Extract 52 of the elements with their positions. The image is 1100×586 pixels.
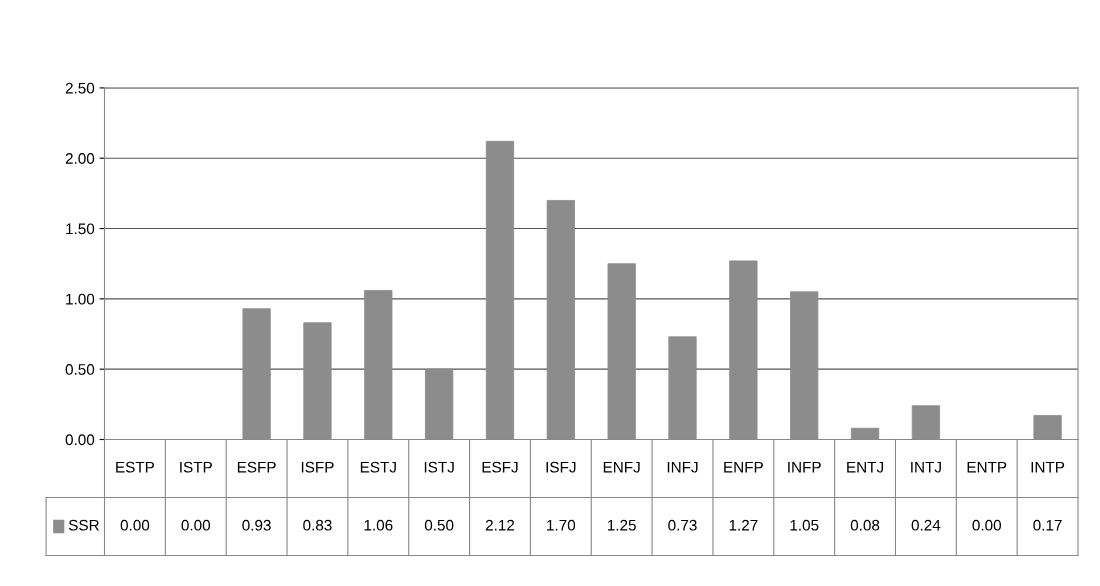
x-tick-label: ESTP bbox=[116, 461, 155, 473]
data-label: 0.00 bbox=[972, 519, 1002, 531]
x-tick-label: ISTP bbox=[180, 461, 212, 473]
y-tick-label: 0.00 bbox=[65, 434, 95, 446]
data-label: 0.50 bbox=[424, 519, 454, 531]
bar bbox=[729, 260, 758, 440]
data-label: 0.08 bbox=[850, 519, 880, 531]
y-tick-label: 2.50 bbox=[65, 82, 95, 94]
legend-label: SSR bbox=[68, 519, 99, 531]
bar bbox=[1033, 415, 1062, 440]
bar bbox=[364, 290, 393, 440]
y-tick-label: 1.00 bbox=[66, 293, 95, 305]
data-label: 1.25 bbox=[607, 519, 636, 531]
bar bbox=[242, 308, 271, 440]
y-tick-label: 0.50 bbox=[65, 364, 95, 375]
data-label: 0.00 bbox=[120, 519, 150, 531]
data-label: 1.27 bbox=[729, 519, 758, 531]
y-tick-label: 2.00 bbox=[65, 153, 95, 164]
data-label: 1.70 bbox=[547, 519, 576, 531]
x-tick-label: ISTJ bbox=[424, 461, 454, 473]
y-tick-label: 1.50 bbox=[66, 223, 95, 235]
data-label: 1.05 bbox=[790, 519, 819, 531]
x-tick-label: INTJ bbox=[911, 461, 941, 473]
bar bbox=[850, 427, 880, 440]
x-tick-label: ESTJ bbox=[360, 461, 396, 473]
data-label: 1.06 bbox=[364, 519, 393, 531]
bar bbox=[546, 199, 575, 440]
bar bbox=[485, 140, 515, 440]
x-tick-label: ISFJ bbox=[546, 461, 576, 473]
x-tick-label: INFP bbox=[788, 461, 821, 473]
x-tick-label: ENFP bbox=[724, 461, 763, 473]
data-label: 0.00 bbox=[181, 519, 211, 531]
bar bbox=[790, 291, 819, 440]
x-tick-label: ENTJ bbox=[847, 461, 884, 473]
data-label: 0.17 bbox=[1033, 519, 1062, 531]
x-tick-label: ESFP bbox=[237, 461, 276, 473]
bar bbox=[607, 263, 636, 440]
bar bbox=[668, 336, 697, 440]
data-label: 0.83 bbox=[303, 519, 332, 531]
x-tick-label: ENTP bbox=[967, 461, 1007, 473]
x-tick-label: ISFP bbox=[301, 461, 334, 473]
data-label: 0.73 bbox=[668, 519, 697, 531]
x-tick-label: ESFJ bbox=[482, 461, 518, 473]
bar bbox=[911, 405, 940, 440]
data-label: 2.12 bbox=[485, 519, 515, 531]
data-label: 0.93 bbox=[242, 519, 271, 531]
data-label: 0.24 bbox=[911, 519, 941, 531]
x-tick-label: INFJ bbox=[667, 461, 698, 473]
bar bbox=[303, 322, 332, 440]
x-tick-label: INTP bbox=[1031, 461, 1065, 473]
bar bbox=[425, 368, 454, 440]
x-tick-label: ENFJ bbox=[603, 461, 640, 473]
